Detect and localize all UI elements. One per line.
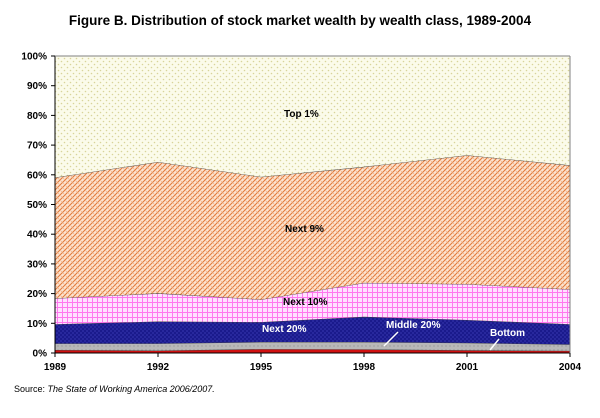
label-bottom: Bottom (490, 328, 525, 339)
series-line-3 (54, 282, 571, 300)
middle-arrow (383, 331, 399, 347)
y-tick-label: 30% (27, 259, 47, 270)
area-middle-20 (55, 342, 570, 351)
source-title: The State of Working America 2006/2007. (47, 384, 215, 394)
x-tick-label: 2004 (559, 362, 582, 373)
label-next-9: Next 9% (285, 224, 324, 235)
stacked-area-chart: 0% 10% 20% 30% 40% 50% 60% 70% 80% 90% 100% 1989 19… (21, 52, 582, 374)
y-tick-label: 80% (27, 111, 47, 122)
y-tick-label: 70% (27, 141, 47, 152)
y-tick-label: 0% (33, 349, 48, 360)
y-tick-label: 50% (27, 200, 47, 211)
area-next-9 (55, 155, 570, 300)
chart-title: Figure B. Distribution of stock market w… (68, 13, 532, 28)
source-prefix: Source: (14, 384, 46, 394)
label-middle-20: Middle 20% (386, 320, 441, 331)
x-tick-label: 1992 (147, 362, 170, 373)
series-line-2 (54, 316, 571, 325)
x-tick-label: 1989 (44, 362, 67, 373)
bottom-arrow (489, 338, 500, 351)
y-tick-label: 40% (27, 230, 47, 241)
y-tick-label: 20% (27, 289, 47, 300)
y-tick-label: 90% (27, 81, 47, 92)
area-top-1 (55, 56, 570, 178)
label-next-20: Next 20% (262, 324, 307, 335)
label-next-10: Next 10% (283, 297, 328, 308)
x-tick-label: 1995 (250, 362, 273, 373)
area-next-20 (55, 316, 570, 345)
label-top-1: Top 1% (284, 109, 319, 120)
area-next-10 (55, 282, 570, 325)
y-tick-label: 10% (27, 319, 47, 330)
y-tick-label: 100% (21, 52, 47, 63)
x-tick-label: 1998 (353, 362, 376, 373)
y-tick-label: 60% (27, 170, 47, 181)
x-tick-label: 2001 (456, 362, 479, 373)
source-note: Source: The State of Working America 200… (14, 384, 215, 394)
